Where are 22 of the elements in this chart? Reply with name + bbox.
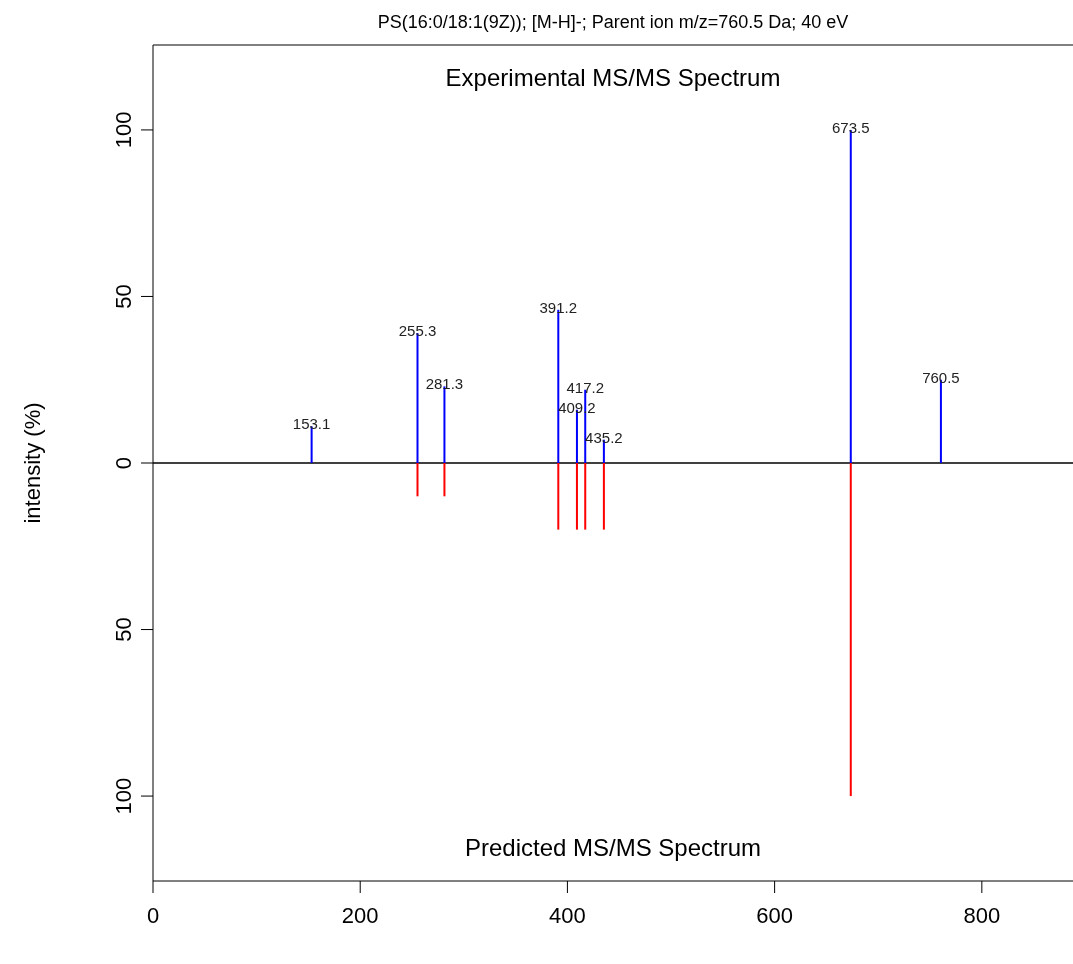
annotation: 255.3 bbox=[398, 322, 437, 340]
annotation: 281.3 bbox=[425, 375, 464, 393]
annotation: Predicted MS/MS Spectrum bbox=[464, 833, 762, 861]
annotation: 673.5 bbox=[832, 118, 870, 136]
x-tick-label: 200 bbox=[341, 903, 379, 928]
y-tick-label: 0 bbox=[111, 456, 136, 470]
y-tick-label: 50 bbox=[111, 284, 136, 309]
annotation: 417.2 bbox=[566, 378, 605, 396]
annotation: Experimental MS/MS Spectrum bbox=[445, 64, 781, 92]
x-tick-label: 0 bbox=[146, 903, 160, 928]
bar bbox=[416, 463, 419, 497]
annotation: 391.2 bbox=[539, 298, 578, 316]
y-tick-label: 100 bbox=[111, 777, 136, 815]
x-tick-label: 800 bbox=[963, 903, 1001, 928]
y-axis-title: intensity (%) bbox=[20, 402, 45, 524]
chart-title: PS(16:0/18:1(9Z)); [M-H]-; Parent ion m/z=760.5 Da; 40 eV bbox=[377, 12, 849, 32]
annotation: 153.1 bbox=[292, 415, 331, 433]
y-tick-label: 100 bbox=[111, 111, 136, 149]
x-tick-label: 400 bbox=[549, 903, 586, 928]
y-tick-label: 50 bbox=[111, 617, 136, 642]
x-tick-label: 600 bbox=[756, 903, 793, 928]
annotation: 760.5 bbox=[922, 368, 960, 386]
